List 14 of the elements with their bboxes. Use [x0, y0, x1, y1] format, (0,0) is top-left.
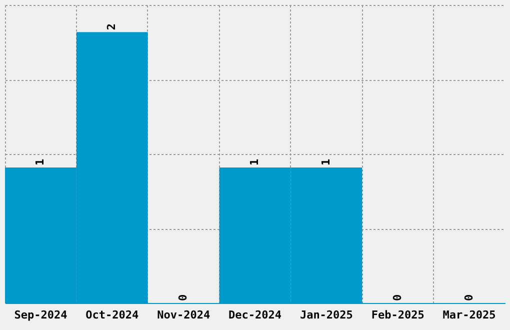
- x-tick-label: Dec-2024: [228, 308, 282, 322]
- data-label: 0: [390, 294, 404, 301]
- x-tick-label: Nov-2024: [157, 308, 210, 322]
- x-tick-label: Oct-2024: [86, 308, 140, 322]
- data-label: 1: [319, 158, 332, 166]
- data-label: 1: [248, 158, 261, 166]
- x-tick-label: Mar-2025: [442, 308, 496, 322]
- x-tick-label: Jan-2025: [300, 308, 353, 322]
- x-tick-label: Sep-2024: [14, 308, 68, 322]
- x-tick-label: Feb-2025: [371, 308, 424, 322]
- data-label: 1: [34, 158, 47, 166]
- data-label: 0: [176, 294, 190, 301]
- data-label: 0: [462, 294, 476, 301]
- data-label: 2: [105, 23, 118, 30]
